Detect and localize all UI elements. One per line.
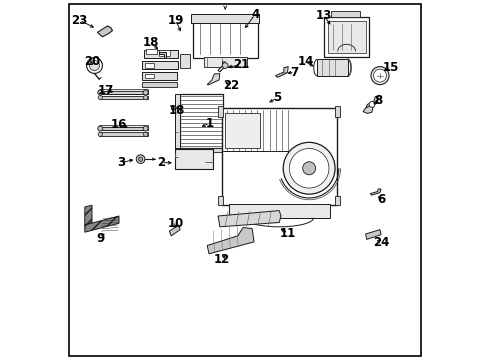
Polygon shape — [207, 74, 220, 85]
Text: 18: 18 — [169, 104, 185, 117]
Bar — [180, 54, 190, 68]
Bar — [99, 96, 148, 99]
Circle shape — [144, 95, 148, 100]
Circle shape — [371, 67, 389, 85]
Polygon shape — [218, 211, 281, 227]
Text: 17: 17 — [97, 84, 114, 96]
Circle shape — [283, 142, 335, 194]
Bar — [143, 61, 178, 69]
Bar — [204, 57, 247, 67]
Bar — [191, 14, 259, 23]
Bar — [99, 127, 148, 130]
Circle shape — [303, 162, 316, 175]
Polygon shape — [98, 26, 113, 37]
Circle shape — [369, 102, 375, 107]
Circle shape — [90, 60, 99, 71]
Text: 13: 13 — [316, 9, 332, 22]
Polygon shape — [218, 62, 225, 72]
Circle shape — [143, 126, 148, 131]
Circle shape — [136, 155, 145, 163]
Bar — [144, 50, 178, 58]
Circle shape — [87, 58, 102, 73]
Text: 10: 10 — [168, 217, 184, 230]
Bar — [145, 63, 154, 68]
Bar — [159, 50, 170, 56]
Bar — [143, 72, 176, 80]
Bar — [317, 59, 347, 76]
Text: 1: 1 — [206, 117, 214, 130]
Polygon shape — [159, 52, 166, 58]
Text: 9: 9 — [96, 232, 104, 245]
Circle shape — [98, 126, 103, 131]
Circle shape — [143, 90, 148, 95]
Bar — [221, 108, 337, 205]
Bar — [225, 113, 260, 148]
Text: 3: 3 — [117, 156, 125, 169]
Text: 24: 24 — [373, 237, 390, 249]
Bar — [99, 132, 148, 136]
Bar — [175, 148, 223, 152]
Bar — [99, 91, 148, 94]
Circle shape — [222, 63, 228, 68]
Bar — [180, 94, 223, 148]
Polygon shape — [370, 189, 381, 195]
Polygon shape — [275, 67, 288, 77]
Bar — [335, 196, 341, 205]
Text: 15: 15 — [383, 61, 399, 74]
Polygon shape — [85, 205, 92, 225]
Text: 16: 16 — [111, 118, 127, 131]
Circle shape — [139, 157, 143, 161]
Circle shape — [98, 132, 102, 136]
Text: 22: 22 — [223, 79, 240, 92]
Bar — [193, 16, 258, 58]
Text: 14: 14 — [297, 55, 314, 68]
Bar — [331, 11, 360, 17]
Bar — [328, 21, 366, 53]
Text: 2: 2 — [157, 156, 166, 169]
Bar — [324, 17, 369, 57]
Circle shape — [98, 95, 102, 100]
Bar — [99, 89, 148, 91]
Circle shape — [144, 132, 148, 136]
Text: 5: 5 — [273, 91, 282, 104]
Text: 21: 21 — [233, 58, 249, 71]
Text: 8: 8 — [374, 94, 382, 107]
Bar — [99, 125, 148, 127]
Bar — [335, 106, 341, 117]
Text: 19: 19 — [168, 14, 184, 27]
Polygon shape — [85, 216, 119, 232]
Bar — [145, 74, 154, 78]
Circle shape — [290, 148, 329, 188]
Text: 12: 12 — [214, 253, 230, 266]
Bar — [218, 196, 223, 205]
Text: 20: 20 — [84, 55, 100, 68]
Text: 23: 23 — [71, 14, 88, 27]
Polygon shape — [366, 96, 378, 109]
Bar — [143, 82, 176, 87]
Text: 7: 7 — [291, 66, 299, 78]
Polygon shape — [152, 158, 155, 161]
Polygon shape — [363, 104, 374, 113]
Text: 11: 11 — [280, 227, 296, 240]
Polygon shape — [170, 225, 180, 236]
Bar — [146, 49, 157, 54]
Polygon shape — [207, 228, 254, 254]
Circle shape — [98, 90, 103, 95]
Bar — [225, 113, 260, 148]
Bar — [229, 204, 330, 218]
Polygon shape — [171, 106, 184, 112]
Text: 6: 6 — [377, 193, 385, 206]
Circle shape — [373, 69, 387, 82]
Text: 18: 18 — [143, 36, 159, 49]
Text: 4: 4 — [251, 8, 259, 21]
Polygon shape — [366, 230, 381, 239]
Bar — [175, 94, 180, 148]
Bar — [175, 149, 213, 169]
Bar — [218, 106, 223, 117]
